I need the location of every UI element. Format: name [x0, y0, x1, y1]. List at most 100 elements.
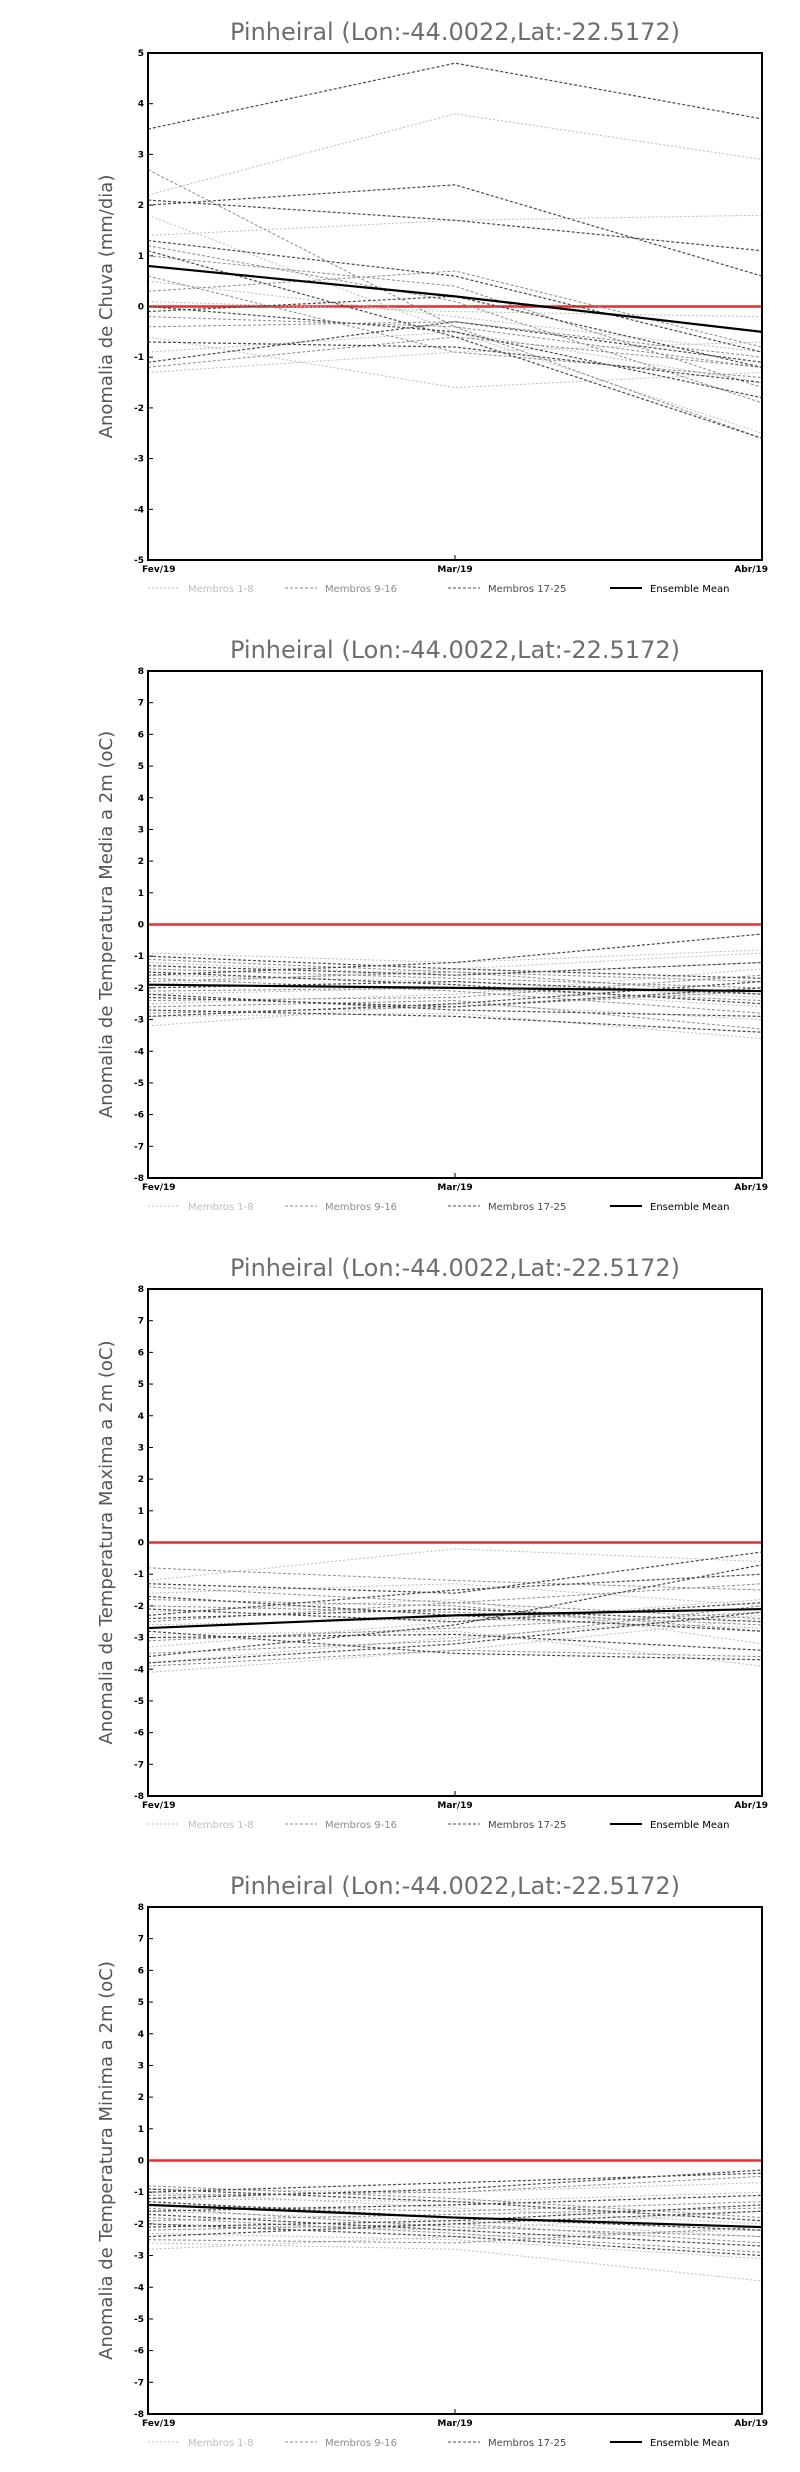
y-tick-label: -4 — [134, 1665, 144, 1675]
member-line-9 — [147, 169, 763, 439]
member-line-2 — [147, 214, 763, 237]
member-line-12 — [147, 2217, 763, 2253]
member-line-14 — [147, 958, 763, 995]
member-line-22 — [147, 933, 763, 976]
chart-svg-temp-media: Pinheiral (Lon:-44.0022,Lat:-22.5172) Ano… — [96, 636, 768, 1213]
y-tick-label: 1 — [138, 2125, 144, 2135]
y-tick-label: -3 — [134, 1634, 144, 1644]
x-tick-label: Abr/19 — [734, 565, 768, 575]
y-tick-label: 3 — [138, 2061, 144, 2071]
y-tick-label: 8 — [138, 667, 144, 677]
member-line-24 — [147, 2204, 763, 2228]
member-line-25 — [147, 2172, 763, 2193]
y-tick-label: -5 — [134, 556, 144, 566]
member-line-24 — [147, 1630, 763, 1661]
chart-svg-chuva: Pinheiral (Lon:-44.0022,Lat:-22.5172) Ano… — [96, 18, 768, 595]
legend-label: Membros 17-25 — [488, 1820, 566, 1831]
chart-title: Pinheiral (Lon:-44.0022,Lat:-22.5172) — [230, 636, 680, 664]
member-line-5 — [147, 987, 763, 1008]
y-tick-label: 5 — [138, 1998, 144, 2008]
member-line-24 — [147, 955, 763, 979]
y-tick-label: -8 — [134, 2410, 144, 2420]
x-tick-label: Fev/19 — [142, 1801, 176, 1811]
chart-panel-temp-media: Pinheiral (Lon:-44.0022,Lat:-22.5172) Ano… — [0, 618, 800, 1236]
y-tick-label: -2 — [134, 404, 144, 414]
chart-svg-temp-maxima: Pinheiral (Lon:-44.0022,Lat:-22.5172) Ano… — [96, 1254, 768, 1831]
member-line-16 — [147, 245, 763, 404]
x-tick-label: Abr/19 — [734, 2419, 768, 2429]
legend-label: Membros 9-16 — [325, 1820, 397, 1831]
y-axis-label: Anomalia de Chuva (mm/dia) — [96, 175, 117, 439]
member-line-22 — [147, 2188, 763, 2222]
member-line-11 — [147, 1605, 763, 1626]
y-tick-label: 2 — [138, 2093, 144, 2103]
y-axis-label: Anomalia de Temperatura Minima a 2m (oC) — [96, 1961, 117, 2360]
y-tick-label: 3 — [138, 825, 144, 835]
y-tick-label: 6 — [138, 1966, 144, 1976]
ensemble-mean-line — [147, 1607, 763, 1630]
member-line-13 — [147, 1649, 763, 1667]
member-line-8 — [147, 952, 763, 986]
member-line-21 — [147, 987, 763, 1008]
y-tick-label: 4 — [138, 1412, 144, 1422]
plot-frame — [147, 1906, 763, 2415]
x-tick-label: Fev/19 — [142, 565, 176, 575]
y-tick-label: 0 — [138, 1539, 144, 1549]
plot-frame — [147, 1288, 763, 1797]
member-line-10 — [147, 1605, 763, 1654]
member-line-11 — [147, 316, 763, 368]
chart-title: Pinheiral (Lon:-44.0022,Lat:-22.5172) — [230, 18, 680, 46]
y-tick-label: -3 — [134, 455, 144, 465]
plot-frame — [147, 670, 763, 1179]
member-line-19 — [147, 1009, 763, 1033]
y-tick-label: -1 — [134, 2188, 144, 2198]
member-line-7 — [147, 968, 763, 1005]
ensemble-mean-line — [147, 2203, 763, 2229]
member-line-20 — [147, 971, 763, 1005]
legend-label: Ensemble Mean — [650, 584, 729, 595]
member-line-6 — [147, 1583, 763, 1607]
y-tick-label: 5 — [138, 762, 144, 772]
legend-label: Ensemble Mean — [650, 1820, 729, 1831]
x-tick-label: Mar/19 — [437, 2419, 472, 2429]
y-tick-label: 7 — [138, 1935, 144, 1945]
y-tick-label: -4 — [134, 2283, 144, 2293]
member-line-4 — [147, 1618, 763, 1673]
member-line-6 — [147, 341, 763, 373]
member-line-18 — [147, 2223, 763, 2257]
y-tick-label: -5 — [134, 1079, 144, 1089]
member-line-15 — [147, 321, 763, 358]
y-tick-label: 4 — [138, 100, 144, 110]
y-tick-label: -2 — [134, 1602, 144, 1612]
y-tick-label: -5 — [134, 1697, 144, 1707]
chart-panel-temp-maxima: Pinheiral (Lon:-44.0022,Lat:-22.5172) Ano… — [0, 1236, 800, 1854]
x-tick-label: Fev/19 — [142, 2419, 176, 2429]
y-tick-label: 1 — [138, 889, 144, 899]
legend-label: Ensemble Mean — [650, 1202, 729, 1213]
y-axis-label: Anomalia de Temperatura Maxima a 2m (oC) — [96, 1341, 117, 1745]
member-line-8 — [147, 2210, 763, 2231]
member-line-17 — [147, 1564, 763, 1658]
member-line-3 — [147, 1012, 763, 1040]
member-line-1 — [147, 1548, 763, 1582]
member-line-17 — [147, 62, 763, 130]
y-tick-label: -5 — [134, 2315, 144, 2325]
legend-label: Ensemble Mean — [650, 2438, 729, 2449]
y-tick-label: -6 — [134, 1729, 144, 1739]
y-tick-label: -1 — [134, 952, 144, 962]
y-tick-label: 1 — [138, 252, 144, 262]
member-line-25 — [147, 1573, 763, 1616]
member-line-12 — [147, 270, 763, 348]
member-line-23 — [147, 2213, 763, 2247]
y-tick-label: -1 — [134, 1570, 144, 1580]
legend-label: Membros 17-25 — [488, 1202, 566, 1213]
y-tick-label: -8 — [134, 1792, 144, 1802]
y-tick-label: 4 — [138, 2030, 144, 2040]
member-line-19 — [147, 1551, 763, 1594]
legend-label: Membros 9-16 — [325, 2438, 397, 2449]
x-tick-label: Abr/19 — [734, 1183, 768, 1193]
x-tick-label: Mar/19 — [437, 1183, 472, 1193]
legend-label: Membros 1-8 — [188, 1202, 254, 1213]
member-line-5 — [147, 331, 763, 384]
y-tick-label: 8 — [138, 1285, 144, 1295]
